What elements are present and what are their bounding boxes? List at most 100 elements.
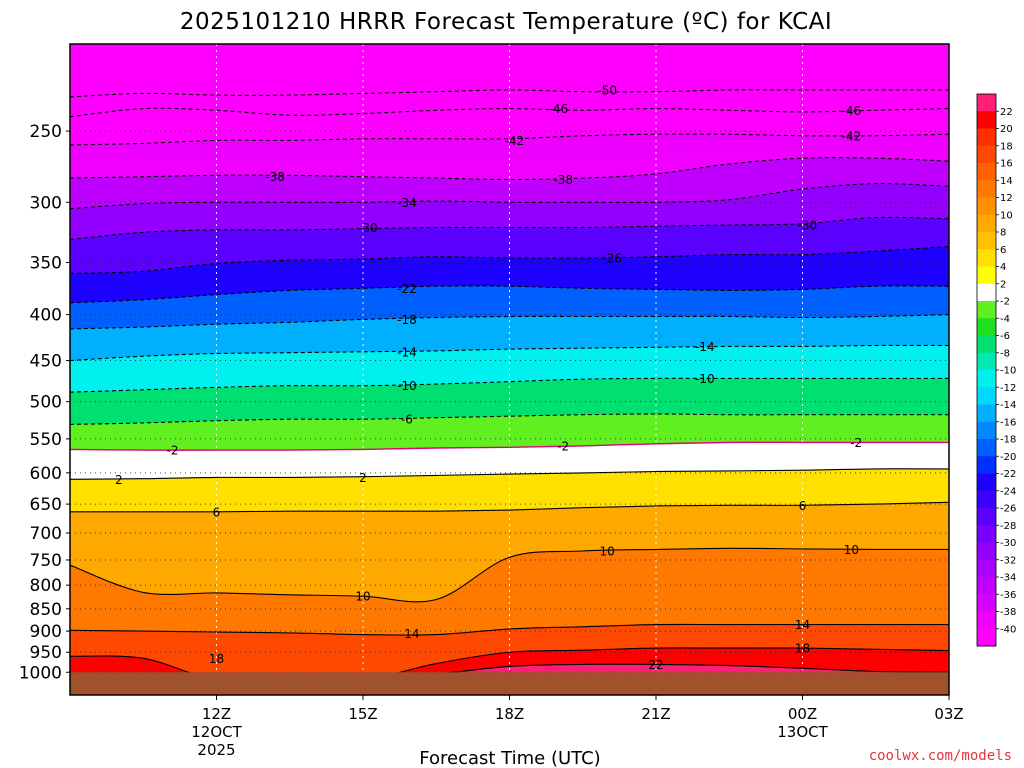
y-tick-label: 800 [30,576,62,596]
colorbar-label: -16 [1000,417,1016,428]
x-tick-label: 12Z [202,705,231,723]
contour-label: -30 [358,221,378,235]
y-tick-label: 400 [30,306,62,326]
colorbar-label: -22 [1000,469,1016,480]
colorbar-label: 10 [1000,210,1013,221]
contour-label: 6 [213,505,221,519]
colorbar-swatch [977,404,996,423]
x-tick-label: 00Z [788,705,817,723]
contour-label: 10 [355,590,370,604]
colorbar-swatch [977,421,996,440]
temperature-subband [70,361,949,393]
isotherm-line [70,623,949,636]
colorbar-swatch [977,197,996,216]
y-tick-label: 500 [30,393,62,413]
colorbar-swatch [977,559,996,578]
colorbar-swatch [977,577,996,595]
colorbar-swatch [977,456,996,474]
contour-label: -22 [397,282,417,296]
contour-label: 6 [799,499,807,513]
temperature-subband [70,232,949,274]
watermark-link[interactable]: coolwx.com/models [869,748,1012,764]
colorbar-label: 16 [1000,159,1013,170]
colorbar-swatch [977,525,996,543]
y-tick-label: 900 [30,622,62,642]
colorbar-swatch [977,214,996,233]
colorbar-swatch [977,611,996,630]
x-tick-label: 03Z [934,705,963,723]
colorbar-swatch [977,542,996,561]
contour-label: -2 [850,436,862,450]
colorbar-label: -4 [1000,314,1010,325]
colorbar-label: -30 [1000,538,1016,549]
contour-label: -10 [695,372,715,386]
contour-label: -46 [549,102,569,116]
contour-label: 14 [795,618,810,632]
x-axis-label: Forecast Time (UTC) [419,748,600,768]
colorbar-label: -36 [1000,590,1016,601]
colorbar-label: -24 [1000,486,1016,497]
chart-title: 2025101210 HRRR Forecast Temperature (ºC… [180,9,832,35]
pressure-axis: 2503003504004505005506006507007508008509… [19,122,70,683]
colorbar-swatch [977,145,996,164]
colorbar-label: 12 [1000,193,1013,204]
colorbar-label: -8 [1000,348,1010,359]
y-tick-label: 750 [30,551,62,571]
temperature-subband [70,455,949,480]
temperature-subband [70,428,949,451]
colorbar-swatch [977,473,996,492]
contour-label: -2 [167,444,179,458]
colorbar-label: -6 [1000,331,1010,342]
x-tick-sublabel: 12OCT [191,723,242,741]
colorbar-swatch [977,111,996,129]
contour-label: -38 [265,170,285,184]
contour-label: -18 [397,313,417,327]
colorbar-swatch [977,163,996,181]
contour-label: 18 [209,652,224,666]
colorbar-label: -28 [1000,521,1016,532]
colorbar-label: -20 [1000,452,1016,463]
isotherm-line [70,501,949,513]
colorbar-swatch [977,370,996,388]
contour-label: -50 [597,83,617,97]
colorbar-swatch [977,387,996,405]
colorbar-swatch [977,490,996,509]
contour-label: -38 [553,173,573,187]
colorbar-label: -14 [1000,400,1016,411]
colorbar-label: -18 [1000,435,1016,446]
temperature-subband [70,99,949,117]
contour-label: -2 [557,439,569,453]
x-tick-sublabel: 2025 [197,741,235,759]
colorbar-swatch [977,318,996,336]
temperature-subband [70,146,949,180]
temperature-subband [70,656,949,681]
colorbar-swatch [977,628,996,647]
contour-label: -14 [397,345,417,359]
y-tick-label: 950 [30,643,62,663]
contour-label: -14 [695,340,715,354]
y-tick-label: 300 [30,193,62,213]
colorbar-label: -10 [1000,366,1016,377]
colorbar-label: 18 [1000,141,1013,152]
contour-label: -6 [401,413,413,427]
colorbar-label: -12 [1000,383,1016,394]
colorbar-swatch [977,94,996,112]
colorbar-swatch [977,594,996,612]
temperature-subband [70,525,949,602]
x-tick-label: 15Z [348,705,377,723]
contour-label: 10 [600,545,615,559]
contour-label: -42 [842,129,862,143]
colorbar-label: -40 [1000,624,1016,635]
colorbar-swatch [977,439,996,457]
x-tick-sublabel: 13OCT [777,723,828,741]
isotherm-line [70,547,949,603]
contour-label: -42 [505,134,525,148]
colorbar-label: -26 [1000,504,1016,515]
colorbar-label: 20 [1000,124,1013,135]
temperature-subband [70,121,949,145]
colorbar-label: 22 [1000,107,1013,118]
colorbar-swatch [977,232,996,250]
x-tick-label: 18Z [495,705,524,723]
